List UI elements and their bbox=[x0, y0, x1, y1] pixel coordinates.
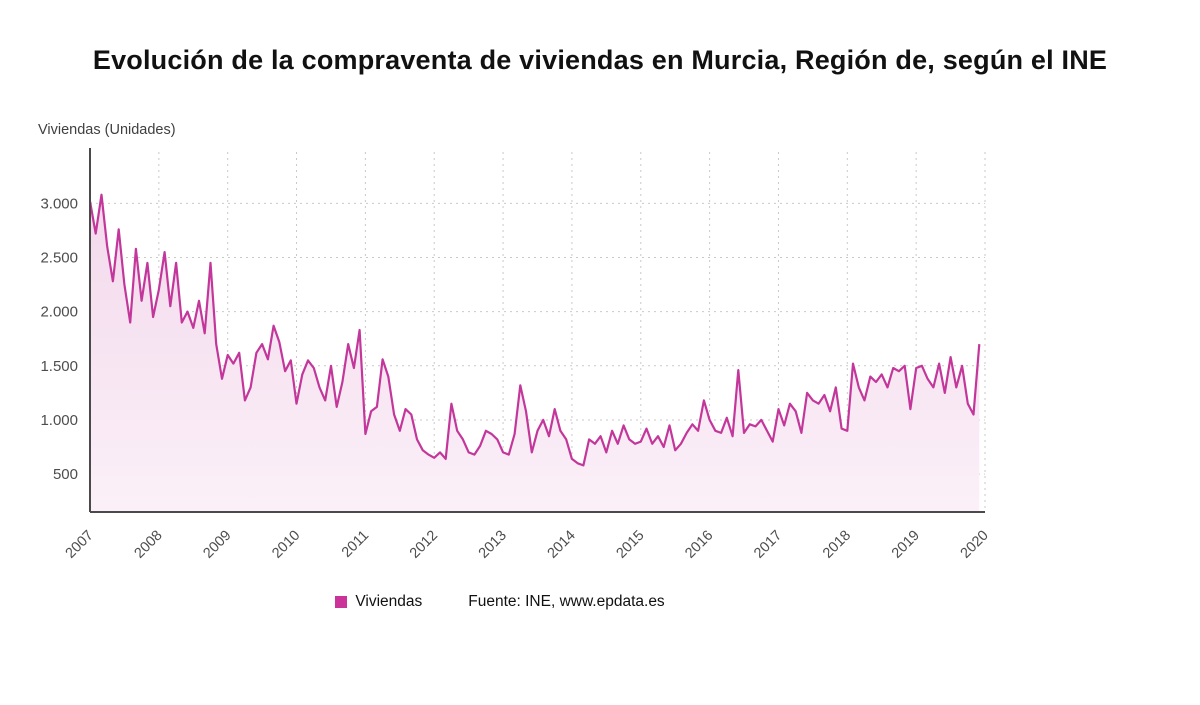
series-area bbox=[90, 194, 980, 512]
source-text: Fuente: INE, www.epdata.es bbox=[468, 593, 665, 610]
legend: Viviendas Fuente: INE, www.epdata.es bbox=[0, 593, 1000, 611]
x-tick-label: 2016 bbox=[682, 528, 716, 562]
x-tick-label: 2019 bbox=[889, 528, 923, 562]
y-tick-label: 3.000 bbox=[40, 195, 78, 212]
x-tick-label: 2012 bbox=[407, 528, 441, 562]
series-line bbox=[88, 193, 981, 467]
y-tick-label: 2.500 bbox=[40, 249, 78, 266]
x-tick-label: 2008 bbox=[132, 528, 166, 562]
y-tick-label: 1.000 bbox=[40, 412, 78, 429]
legend-swatch bbox=[335, 596, 348, 608]
x-tick-label: 2010 bbox=[269, 528, 303, 562]
x-tick-label: 2007 bbox=[63, 528, 97, 562]
x-tick-label: 2009 bbox=[200, 528, 234, 562]
y-tick-label: 500 bbox=[53, 466, 78, 483]
x-tick-label: 2013 bbox=[476, 528, 510, 562]
x-tick-label: 2014 bbox=[545, 528, 579, 562]
y-tick-label: 1.500 bbox=[40, 358, 78, 375]
x-tick-label: 2018 bbox=[820, 528, 854, 562]
chart-title: Evolución de la compraventa de viviendas… bbox=[92, 45, 1108, 76]
y-tick-label: 2.000 bbox=[40, 304, 78, 321]
x-tick-label: 2017 bbox=[751, 528, 785, 562]
legend-label: Viviendas bbox=[355, 593, 423, 610]
x-tick-label: 2015 bbox=[613, 528, 647, 562]
legend-item-viviendas[interactable]: Viviendas bbox=[335, 593, 422, 611]
y-axis-title: Viviendas (Unidades) bbox=[38, 122, 176, 138]
x-tick-label: 2011 bbox=[339, 528, 372, 561]
x-tick-label: 2020 bbox=[958, 528, 992, 562]
